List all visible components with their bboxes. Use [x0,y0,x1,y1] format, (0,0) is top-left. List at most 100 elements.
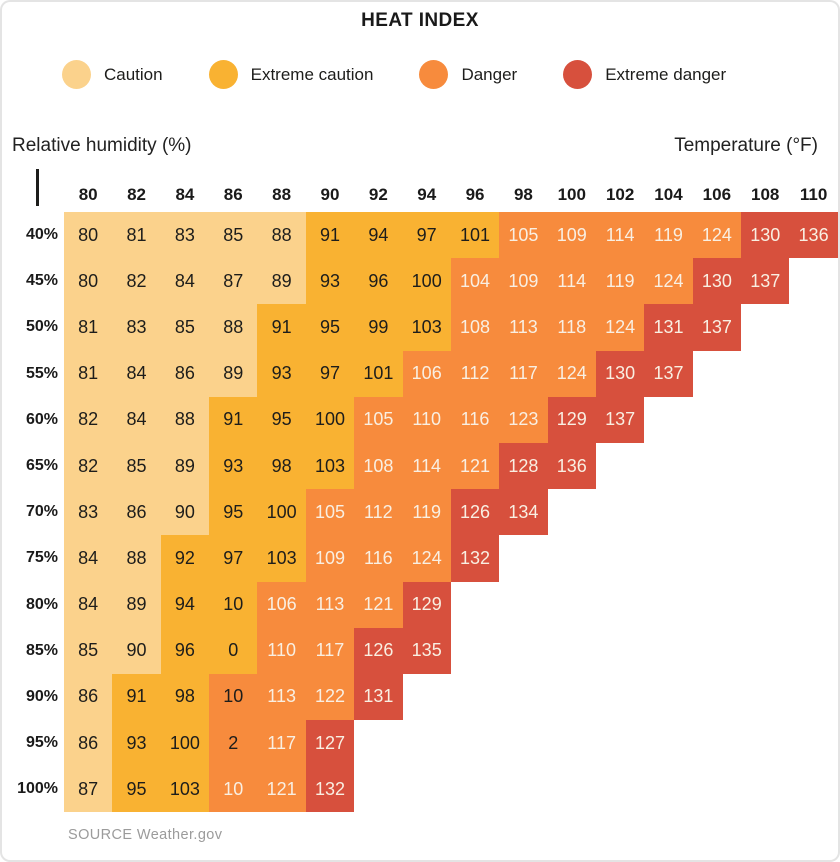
heat-row-95: 95% 86 93 100 2 117 127 [2,720,838,767]
heat-cell: 117 [499,350,548,397]
heat-cell: 100 [257,489,306,536]
heat-cell: 109 [547,212,596,259]
heat-cell: 91 [257,304,306,351]
heat-cell: 96 [354,258,403,305]
heat-cell: 92 [160,535,210,582]
heat-cell: 108 [450,304,500,351]
heat-cell: 119 [595,258,645,305]
humidity-label: 40% [25,226,58,244]
heat-cell: 117 [305,627,355,674]
heat-cell: 95 [209,489,258,536]
danger-color-dot-icon [419,60,449,89]
heat-cell: 124 [595,304,645,351]
heat-cell: 88 [209,304,258,351]
heat-cell: 113 [257,673,306,721]
heat-cell: 89 [209,350,258,397]
heat-cell: 135 [402,627,451,674]
heat-cell: 121 [450,442,500,490]
axis-labels: Relative humidity (%) Temperature (°F) [12,135,818,157]
heat-cell: 82 [112,258,161,305]
page-title: HEAT INDEX [361,10,479,31]
heat-cell: 10 [209,766,258,813]
legend-label: Extreme danger [605,64,727,84]
extreme-caution-color-dot-icon [208,60,238,89]
legend-item-danger: Danger [419,60,517,89]
heat-cell: 87 [209,258,258,305]
heat-cell: 88 [160,396,210,443]
heat-cell: 131 [644,304,693,351]
heat-cell: 104 [450,258,500,305]
heat-cell: 113 [499,304,548,351]
heat-cell: 101 [354,350,403,397]
heat-cell: 124 [547,350,596,397]
heat-cell: 87 [64,766,113,813]
heat-cell: 137 [741,258,790,305]
heat-cell: 130 [692,258,742,305]
humidity-label: 90% [25,687,58,705]
humidity-label: 45% [25,272,58,290]
caution-color-dot-icon [62,60,91,89]
heat-cell: 91 [305,212,355,259]
heat-cell: 106 [257,581,306,628]
temperature-tick: 102 [605,184,635,204]
heat-cell: 103 [305,442,355,490]
heat-cell: 93 [209,442,258,490]
temperature-tick: 84 [175,184,195,204]
heat-cell: 81 [64,304,113,351]
humidity-label: 85% [25,641,58,659]
heat-cell: 136 [789,212,838,259]
heat-cell: 2 [209,720,258,767]
heat-cell: 110 [402,396,451,443]
heat-cell: 81 [112,212,161,259]
heat-cell: 124 [644,258,693,305]
temperature-tick: 110 [799,184,828,204]
legend-label: Caution [104,64,163,84]
heat-cell: 126 [450,489,500,536]
heat-cell: 116 [354,535,403,582]
heat-cell: 85 [64,627,113,674]
legend-item-extreme-caution: Extreme caution [208,60,373,89]
heat-cell: 127 [305,720,355,767]
heat-cell: 100 [160,720,210,767]
legend: Caution Extreme caution Danger Extreme d… [62,60,726,89]
heat-cell: 91 [112,673,161,721]
humidity-label: 95% [25,734,58,752]
heat-cell: 114 [402,442,451,490]
heat-cell: 136 [547,442,596,490]
heat-cell: 128 [499,442,548,490]
heat-cell: 83 [112,304,161,351]
heat-row-55: 55% 81 84 86 89 93 97 101 106 112 117 124 130 137 [2,350,838,397]
heat-cell: 114 [595,212,645,259]
heat-cell: 95 [257,396,306,443]
heat-cell: 119 [402,489,451,536]
humidity-label: 80% [25,595,58,613]
heat-cell: 97 [402,212,451,259]
heat-cell: 80 [64,212,113,259]
temperature-tick: 80 [78,184,98,204]
heat-cell: 129 [402,581,451,628]
heat-cell: 108 [354,442,403,490]
temperature-header-row: 80 82 84 86 88 90 92 94 96 98 100 102 104 106 108 110 [2,177,838,212]
heat-cell: 91 [209,396,258,443]
heat-cell: 105 [499,212,548,259]
humidity-label: 50% [25,318,58,336]
heat-cell: 85 [112,442,161,490]
heat-cell: 81 [64,350,113,397]
heat-cell: 106 [402,350,451,397]
heat-cell: 99 [354,304,403,351]
heat-cell: 83 [64,489,113,536]
humidity-label: 100% [17,780,58,798]
heat-cell: 137 [692,304,742,351]
heat-row-70: 70% 83 86 90 95 100 105 112 119 126 134 [2,489,838,536]
heat-cell: 137 [595,396,645,443]
heat-cell: 122 [305,673,355,721]
heat-cell: 131 [354,673,403,721]
heat-cell: 86 [64,673,113,721]
heat-cell: 86 [112,489,161,536]
temperature-tick: 86 [223,184,243,204]
temperature-tick: 96 [465,184,485,204]
heat-cell: 105 [305,489,355,536]
heat-cell: 132 [450,535,500,582]
heat-cell: 97 [209,535,258,582]
